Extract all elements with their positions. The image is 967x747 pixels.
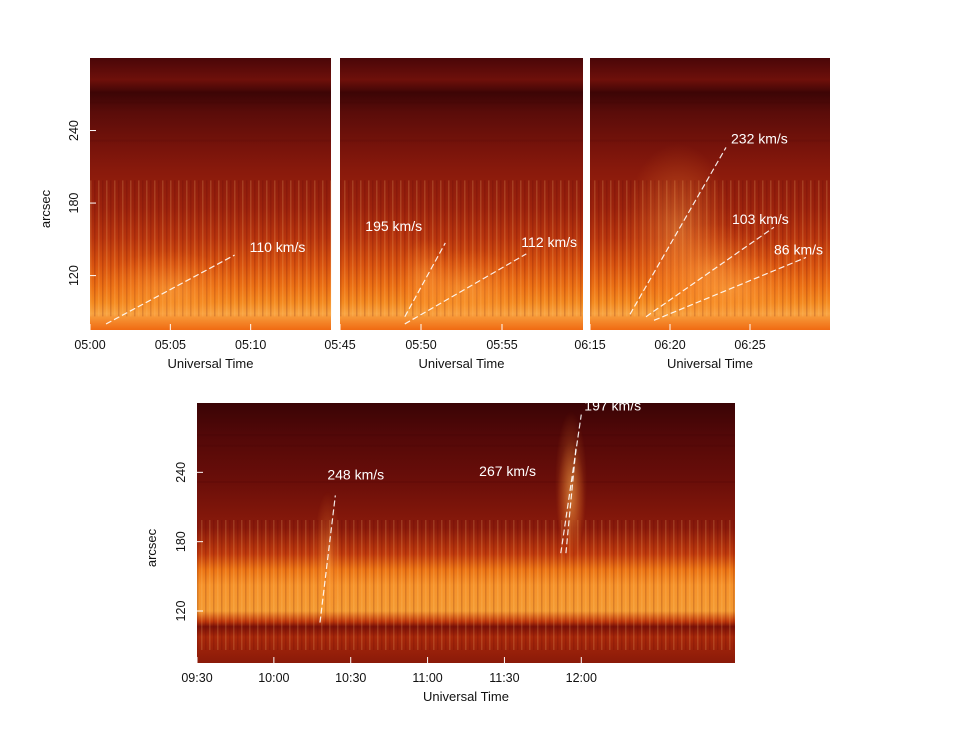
y-tick-label: 120 bbox=[174, 601, 188, 622]
x-tick-label: 06:15 bbox=[574, 338, 605, 352]
panel-top-right: 232 km/s 103 km/s 86 km/s 06:15 06:20 06:25 Un… bbox=[574, 58, 830, 371]
y-tick-label: 180 bbox=[174, 531, 188, 552]
y-tick-label: 240 bbox=[174, 462, 188, 483]
x-tick-label: 05:10 bbox=[235, 338, 266, 352]
x-axis-label: Universal Time bbox=[667, 356, 753, 371]
y-tick-label: 240 bbox=[67, 120, 81, 141]
speed-fit-line bbox=[653, 256, 807, 321]
speed-fit-line bbox=[645, 226, 775, 318]
x-tick-label: 10:00 bbox=[258, 671, 289, 685]
speed-label: 112 km/s bbox=[521, 234, 577, 250]
x-tick-label: 06:20 bbox=[654, 338, 685, 352]
heatmap-image bbox=[197, 403, 735, 663]
speed-label: 197 km/s bbox=[584, 398, 641, 414]
panel-top-left: 110 km/s 05:00 05:05 05:10 Universal Time 120… bbox=[38, 58, 332, 371]
x-tick-label: 11:00 bbox=[412, 671, 442, 685]
speed-label: 86 km/s bbox=[774, 241, 823, 257]
panel-bottom: 248 km/s 267 km/s 197 km/s 09:30 10:00 10:30 1… bbox=[144, 398, 735, 704]
x-axis-label: Universal Time bbox=[168, 356, 254, 371]
x-axis-label: Universal Time bbox=[419, 356, 505, 371]
y-tick-label: 180 bbox=[67, 193, 81, 214]
speed-fit-line bbox=[319, 495, 336, 623]
y-tick-label: 120 bbox=[67, 265, 81, 286]
x-tick-label: 12:00 bbox=[566, 671, 597, 685]
ejection-glow bbox=[554, 410, 588, 558]
y-axis-label: arcsec bbox=[144, 528, 159, 567]
x-tick-label: 06:25 bbox=[734, 338, 765, 352]
speed-fit-line bbox=[560, 414, 582, 554]
x-tick-label: 05:55 bbox=[486, 338, 517, 352]
x-tick-label: 05:45 bbox=[324, 338, 355, 352]
speed-label: 267 km/s bbox=[479, 463, 536, 479]
speed-label: 248 km/s bbox=[327, 466, 384, 482]
x-tick-label: 05:00 bbox=[74, 338, 105, 352]
speed-fit-line bbox=[105, 254, 235, 325]
speed-fit-line bbox=[404, 242, 446, 317]
speed-label: 232 km/s bbox=[731, 130, 788, 146]
heatmap-texture bbox=[340, 90, 583, 317]
heatmap-texture bbox=[197, 434, 735, 650]
x-tick-label: 10:30 bbox=[335, 671, 366, 685]
y-axis-label: arcsec bbox=[38, 189, 53, 228]
panel-top-middle: 195 km/s 112 km/s 05:45 05:50 05:55 Universal… bbox=[324, 58, 583, 371]
speed-label: 195 km/s bbox=[365, 218, 422, 234]
panels: 110 km/s 05:00 05:05 05:10 Universal Time 120… bbox=[38, 58, 830, 704]
speed-fit-line bbox=[629, 147, 727, 315]
speed-fit-line bbox=[404, 253, 527, 325]
speed-label: 103 km/s bbox=[732, 211, 789, 227]
x-tick-label: 11:30 bbox=[489, 671, 519, 685]
speed-label: 110 km/s bbox=[250, 239, 306, 255]
x-tick-label: 05:50 bbox=[405, 338, 436, 352]
x-axis-label: Universal Time bbox=[423, 689, 509, 704]
x-tick-label: 09:30 bbox=[181, 671, 212, 685]
ejection-glow bbox=[398, 249, 533, 328]
x-tick-label: 05:05 bbox=[155, 338, 186, 352]
heatmap-texture bbox=[90, 90, 332, 317]
